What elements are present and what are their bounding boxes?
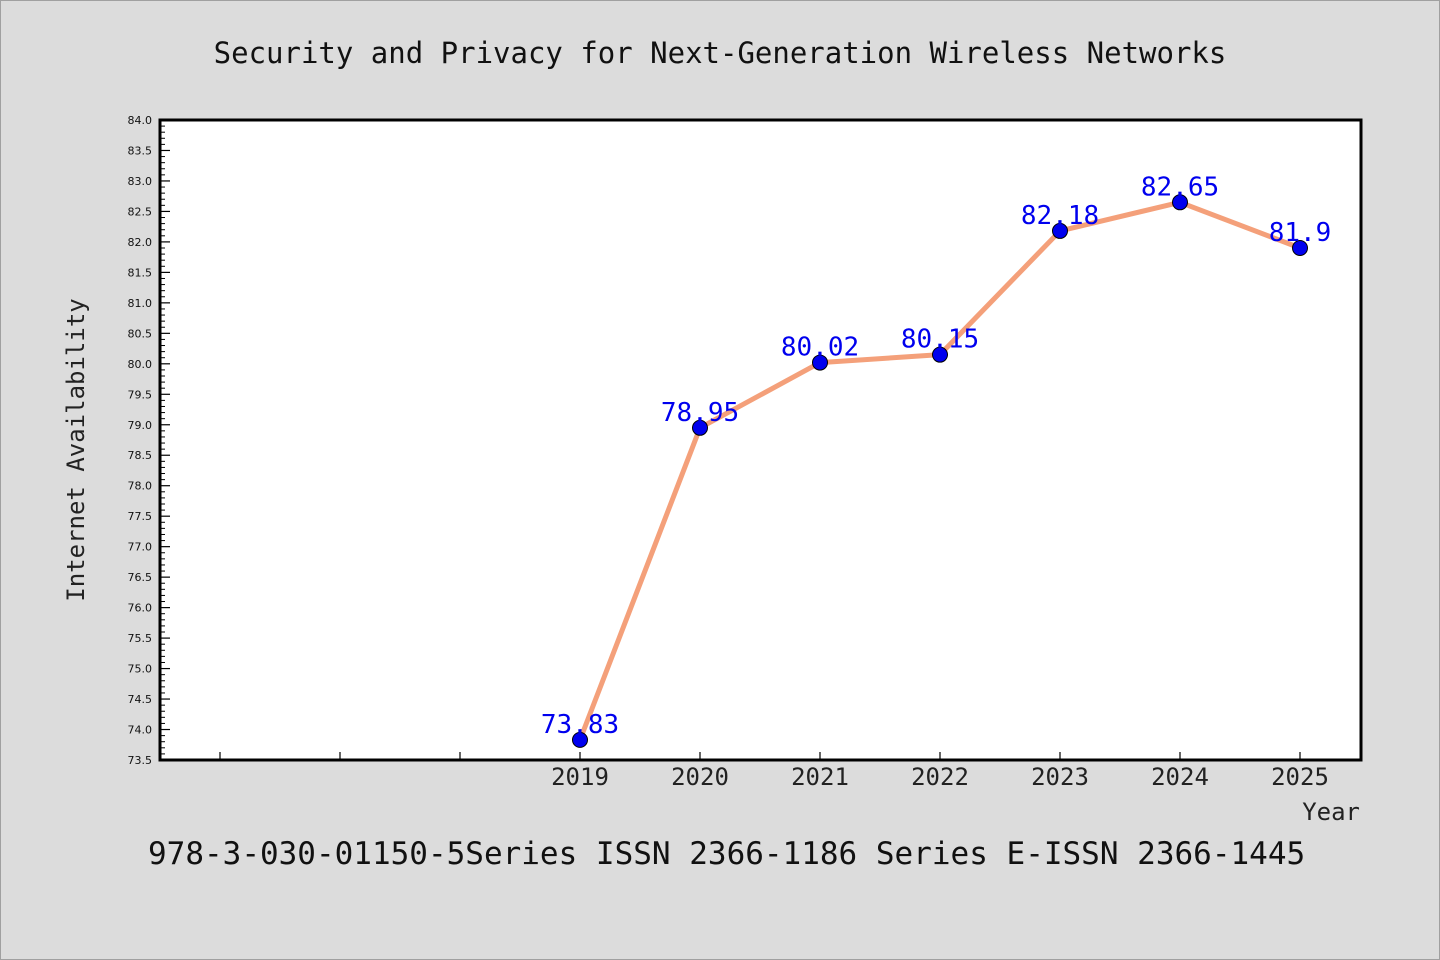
data-point [572,731,588,748]
data-label: 78.95 [661,398,739,428]
data-point [1172,194,1188,211]
x-tick-label: 2019 [551,763,609,791]
y-tick-label: 83.5 [128,144,153,157]
data-point [1292,240,1308,256]
y-tick-label: 79.5 [128,388,153,401]
data-label: 82.18 [1021,201,1099,231]
y-tick-label: 81.5 [128,266,153,279]
y-axis: 73.5 74.0 74.5 75.0 75.5 76.0 76.5 77.0 77.5 78.0… [128,114,170,767]
data-label: 80.15 [901,325,979,355]
data-label: 80.02 [781,333,859,363]
data-point [812,354,828,371]
y-tick-label: 80.5 [128,327,153,340]
x-axis-title: Year [1302,798,1360,826]
data-point [932,346,948,363]
x-tick-label: 2024 [1151,763,1209,791]
x-axis: 2019 2020 2021 2022 2023 2024 2025 [219,752,1329,791]
data-label: 73.83 [541,710,619,740]
y-tick-label: 81.0 [128,297,153,310]
data-point [1052,222,1068,239]
y-tick-label: 78.5 [128,449,153,462]
x-tick-label: 2025 [1271,763,1329,791]
y-tick-label: 73.5 [128,754,153,767]
data-label: 81.9 [1269,218,1332,248]
y-tick-label: 83.0 [128,175,153,188]
y-tick-label: 82.0 [128,236,153,249]
data-labels: 73.83 78.95 80.02 80.15 82.18 82.65 81.9 [541,172,1331,740]
y-tick-label: 76.0 [128,602,153,615]
y-tick-label: 77.5 [128,510,153,523]
x-tick-label: 2023 [1031,763,1089,791]
y-tick-label: 76.5 [128,571,153,584]
x-tick-label: 2022 [911,763,969,791]
y-tick-label: 84.0 [128,114,153,127]
y-tick-label: 75.0 [128,663,153,676]
y-tick-label: 77.0 [128,541,153,554]
y-tick-label: 74.0 [128,724,153,737]
data-point [692,419,708,436]
footer-text: 978-3-030-01150-5Series ISSN 2366-1186 S… [148,836,1305,872]
y-tick-label: 74.5 [128,693,153,706]
y-tick-label: 75.5 [128,632,153,645]
y-tick-label: 80.0 [128,358,153,371]
plot-area [158,118,1363,762]
y-tick-label: 78.0 [128,480,153,493]
y-tick-label: 79.0 [128,419,153,432]
data-label: 82.65 [1141,172,1219,202]
x-tick-label: 2021 [791,763,849,791]
y-tick-label: 82.5 [128,205,153,218]
x-tick-label: 2020 [671,763,729,791]
y-axis-title: Internet Availability [62,298,90,601]
chart-title: Security and Privacy for Next-Generation… [214,36,1227,70]
data-points [572,194,1308,748]
